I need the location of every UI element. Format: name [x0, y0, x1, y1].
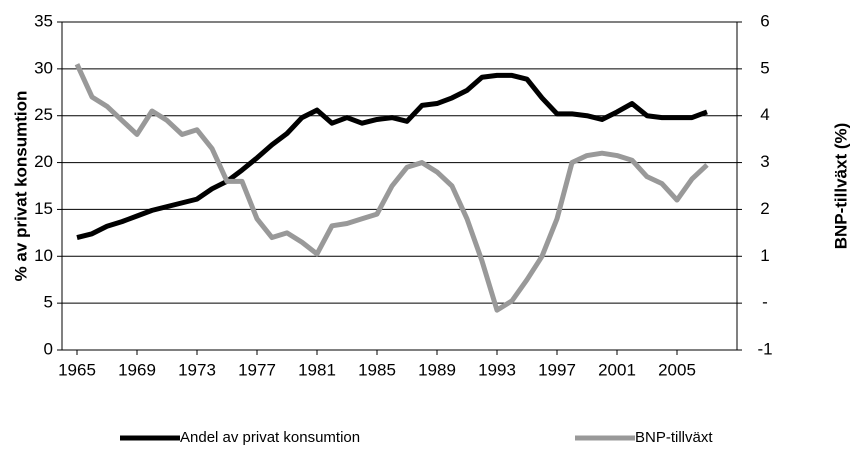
x-tick-label: 1981	[298, 360, 336, 379]
y2-tick-label: 2	[760, 199, 769, 218]
x-tick-label: 1997	[538, 360, 576, 379]
legend-label: Andel av privat konsumtion	[180, 429, 360, 446]
x-tick-label: 1989	[418, 360, 456, 379]
x-tick-label: 1965	[58, 360, 96, 379]
x-tick-label: 2005	[658, 360, 696, 379]
y2-tick-label: -	[762, 293, 768, 312]
y-tick-label: 5	[44, 293, 53, 312]
x-tick-label: 1993	[478, 360, 516, 379]
x-tick-label: 1969	[118, 360, 156, 379]
y-tick-label: 10	[34, 246, 53, 265]
y2-axis-label: BNP-tillväxt (%)	[831, 123, 850, 250]
x-tick-label: 2001	[598, 360, 636, 379]
y2-tick-label: 5	[760, 58, 769, 77]
x-tick-label: 1977	[238, 360, 276, 379]
y2-tick-label: 1	[760, 246, 769, 265]
y-tick-label: 20	[34, 152, 53, 171]
y-tick-label: 35	[34, 11, 53, 30]
y-tick-label: 30	[34, 58, 53, 77]
x-tick-label: 1985	[358, 360, 396, 379]
series-line	[74, 63, 709, 313]
y-tick-label: 15	[34, 199, 53, 218]
y2-tick-label: 6	[760, 11, 769, 30]
x-tick-label: 1973	[178, 360, 216, 379]
y2-tick-label: 3	[760, 152, 769, 171]
legend-label: BNP-tillväxt	[635, 429, 713, 446]
y2-tick-label: -1	[757, 339, 772, 358]
series-line	[76, 72, 708, 240]
y-tick-label: 0	[44, 339, 53, 358]
y-tick-label: 25	[34, 105, 53, 124]
y-axis-label: % av privat konsumtion	[11, 91, 30, 282]
y2-tick-label: 4	[760, 105, 769, 124]
